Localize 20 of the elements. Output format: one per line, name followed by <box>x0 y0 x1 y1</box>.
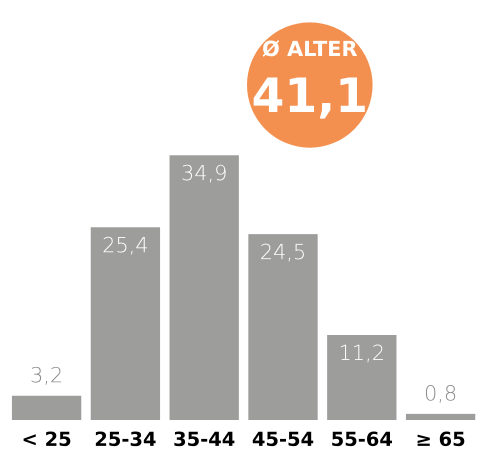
x-tick-label: 25-34 <box>96 431 156 446</box>
text: Ø ALTER <box>262 40 358 57</box>
x-tick-label: 55-64 <box>332 431 392 446</box>
data-label: 24,5 <box>261 244 304 262</box>
x-tick-label: < 25 <box>24 431 70 446</box>
bar <box>170 155 239 420</box>
data-label: 34,9 <box>182 164 226 183</box>
data-label: 25,4 <box>104 236 147 255</box>
bar <box>12 396 82 420</box>
bar <box>327 335 396 420</box>
x-tick-label: ≥ 65 <box>418 431 464 446</box>
data-label: 11,2 <box>340 344 383 362</box>
text: 41,1 <box>254 78 365 119</box>
x-tick-label: 45-54 <box>252 432 314 446</box>
x-tick-label: 35-44 <box>174 431 234 446</box>
bar <box>90 227 160 420</box>
bar <box>406 414 476 420</box>
data-label: 3,2 <box>32 366 62 385</box>
bar <box>248 234 318 420</box>
data-label: 0,8 <box>426 385 456 403</box>
